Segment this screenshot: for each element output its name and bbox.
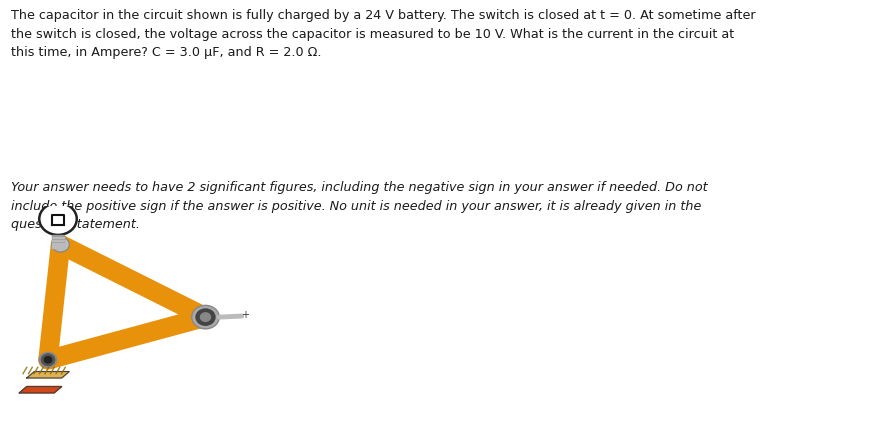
Bar [53, 240, 64, 242]
Circle shape [196, 309, 215, 325]
Circle shape [201, 313, 210, 322]
Bar [53, 235, 64, 248]
Circle shape [196, 310, 214, 325]
Text: +: + [241, 309, 249, 319]
Circle shape [41, 354, 55, 366]
Polygon shape [19, 387, 61, 393]
Circle shape [39, 353, 57, 367]
Bar [53, 243, 64, 245]
Bar [53, 247, 64, 248]
Text: The capacitor in the circuit shown is fully charged by a 24 V battery. The switc: The capacitor in the circuit shown is fu… [11, 9, 755, 59]
Text: Your answer needs to have 2 significant figures, including the negative sign in : Your answer needs to have 2 significant … [11, 181, 707, 231]
Bar [53, 237, 64, 239]
Circle shape [198, 311, 213, 324]
Circle shape [192, 306, 219, 329]
Polygon shape [27, 371, 69, 378]
Circle shape [52, 238, 69, 252]
Circle shape [39, 204, 77, 235]
Circle shape [44, 357, 52, 363]
